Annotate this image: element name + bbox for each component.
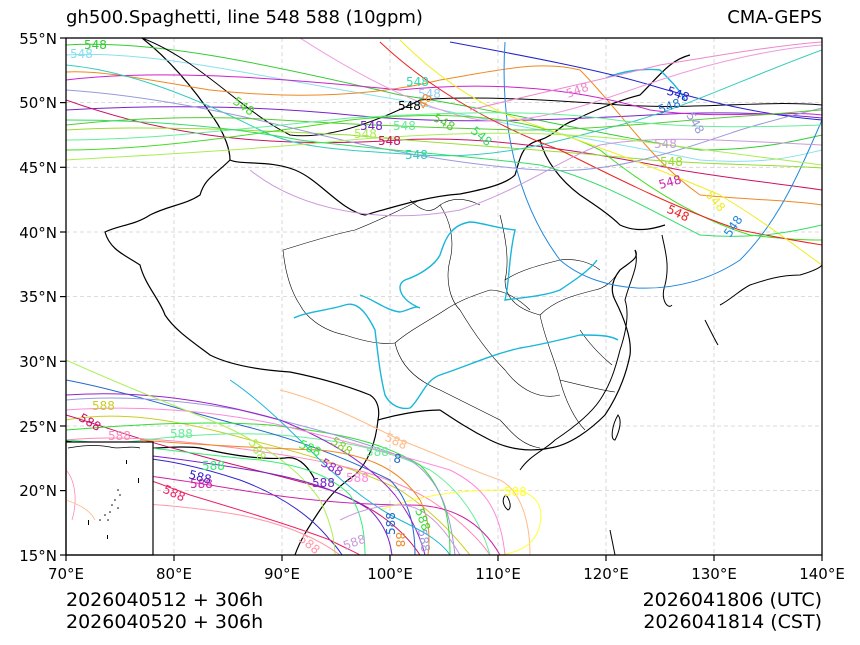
y-tick-label: 40°N — [19, 224, 57, 242]
svg-text:588: 588 — [415, 528, 433, 553]
svg-text:588: 588 — [187, 467, 213, 486]
x-tick-label: 130°E — [691, 565, 737, 583]
rivers — [293, 68, 686, 410]
svg-text:548: 548 — [398, 99, 421, 113]
svg-text:548: 548 — [418, 87, 441, 101]
contour-labels-548: 548 548 548 548 548 548 48 548 548 548 5… — [70, 38, 746, 240]
south-china-sea-inset — [65, 441, 154, 556]
y-tick-label: 15°N — [19, 547, 57, 565]
chart-title: gh500.Spaghetti, line 548 588 (10gpm) — [66, 7, 423, 28]
svg-text:548: 548 — [654, 137, 677, 151]
x-tick-label: 70°E — [48, 565, 84, 583]
valid-time-cst: 2026041814 (CST) — [643, 611, 822, 633]
y-tick-label: 25°N — [19, 418, 57, 436]
y-tick-label: 50°N — [19, 94, 57, 112]
svg-text:8: 8 — [392, 451, 402, 466]
svg-text:548: 548 — [721, 213, 746, 240]
init-time-cst: 2026040520 + 306h — [66, 611, 264, 633]
svg-text:588: 588 — [341, 532, 367, 553]
svg-text:548: 548 — [657, 172, 683, 191]
x-tick-label: 100°E — [367, 565, 413, 583]
x-tick-label: 140°E — [799, 565, 845, 583]
svg-text:548: 548 — [665, 202, 692, 224]
contour-548-lines — [66, 38, 822, 289]
svg-text:588: 588 — [202, 459, 225, 473]
svg-text:548: 548 — [564, 80, 590, 101]
svg-text:548: 548 — [360, 119, 383, 133]
coastline — [502, 234, 822, 555]
svg-text:588: 588 — [77, 410, 104, 434]
x-tick-label: 80°E — [156, 565, 192, 583]
svg-text:548: 548 — [70, 47, 93, 61]
init-time-utc: 2026040512 + 306h — [66, 589, 264, 611]
svg-text:88: 88 — [393, 532, 407, 547]
svg-text:548: 548 — [378, 134, 401, 148]
y-tick-label: 45°N — [19, 159, 57, 177]
svg-text:548: 548 — [703, 188, 728, 215]
svg-text:588: 588 — [312, 476, 335, 490]
svg-text:588: 588 — [504, 485, 527, 499]
svg-text:548: 548 — [660, 155, 683, 169]
y-tick-label: 55°N — [19, 30, 57, 48]
y-tick-label: 30°N — [19, 353, 57, 371]
y-tick-label: 35°N — [19, 288, 57, 306]
x-tick-label: 90°E — [264, 565, 300, 583]
svg-text:588: 588 — [384, 512, 398, 535]
axis-ticks — [60, 37, 823, 561]
svg-text:588: 588 — [366, 445, 389, 459]
svg-text:588: 588 — [108, 429, 131, 443]
model-name: CMA-GEPS — [727, 7, 822, 28]
svg-text:548: 548 — [354, 127, 377, 141]
x-tick-label: 110°E — [475, 565, 521, 583]
svg-text:548: 548 — [84, 38, 107, 52]
valid-time-block: 2026041806 (UTC) 2026041814 (CST) — [643, 589, 822, 633]
svg-text:548: 548 — [405, 148, 428, 162]
svg-text:588: 588 — [346, 471, 369, 485]
y-axis-labels: 55°N 50°N 45°N 40°N 35°N 30°N 25°N 20°N … — [19, 30, 57, 565]
init-time-block: 2026040512 + 306h 2026040520 + 306h — [66, 589, 263, 633]
svg-text:548: 548 — [406, 75, 429, 89]
x-tick-label: 120°E — [583, 565, 629, 583]
y-tick-label: 20°N — [19, 482, 57, 500]
contour-588-lines — [66, 359, 542, 555]
svg-text:588: 588 — [92, 399, 115, 413]
svg-text:548: 548 — [393, 119, 416, 133]
valid-time-utc: 2026041806 (UTC) — [642, 589, 822, 611]
svg-text:48: 48 — [415, 91, 435, 111]
x-axis-labels: 70°E 80°E 90°E 100°E 110°E 120°E 130°E 1… — [48, 565, 845, 583]
svg-text:588: 588 — [170, 427, 193, 441]
svg-text:588: 588 — [190, 477, 213, 491]
province-borders — [282, 198, 621, 449]
